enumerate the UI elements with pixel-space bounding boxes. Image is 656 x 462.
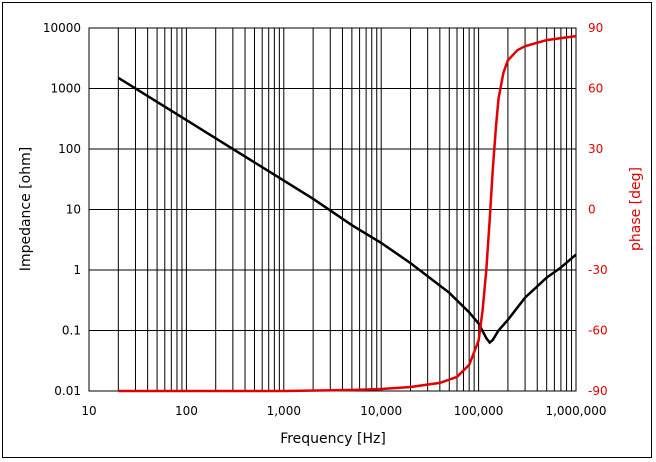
y2-tick-label: 30	[588, 142, 603, 156]
x-tick-label: 100,000	[454, 404, 504, 418]
y2-axis-title: phase [deg]	[628, 167, 644, 251]
y2-tick-label: 0	[588, 203, 596, 217]
y-tick-label: 1	[73, 263, 81, 277]
y-tick-label: 0.1	[62, 324, 81, 338]
y-tick-label: 0.01	[54, 384, 81, 398]
y-tick-label: 10000	[43, 21, 81, 35]
y2-tick-label: 90	[588, 21, 603, 35]
chart-frame	[2, 2, 652, 458]
y-tick-label: 1000	[50, 82, 81, 96]
y-axis-title: Impedance [ohm]	[18, 147, 34, 271]
y2-tick-label: -60	[588, 324, 608, 338]
x-tick-label: 1,000	[267, 404, 301, 418]
x-tick-label: 100	[175, 404, 198, 418]
x-tick-labels: 10 100 1,000 10,000 100,000 1,000,000	[81, 404, 606, 418]
y-tick-label: 100	[58, 142, 81, 156]
y2-tick-label: -30	[588, 263, 608, 277]
grid-lines	[88, 27, 576, 392]
x-tick-label: 10	[81, 404, 96, 418]
x-tick-label: 10,000	[360, 404, 402, 418]
impedance-series-line	[117, 76, 577, 345]
x-axis-title: Frequency [Hz]	[280, 431, 386, 447]
y2-tick-label: -90	[588, 384, 608, 398]
y-tick-labels: 0.01 0.1 1 10 100 1000 10000	[43, 21, 81, 398]
y2-tick-label: 60	[588, 82, 603, 96]
phase-series-line	[118, 34, 577, 393]
y-tick-label: 10	[66, 203, 81, 217]
y2-tick-labels: -90 -60 -30 0 30 60 90	[588, 21, 608, 398]
x-tick-label: 1,000,000	[545, 404, 606, 418]
